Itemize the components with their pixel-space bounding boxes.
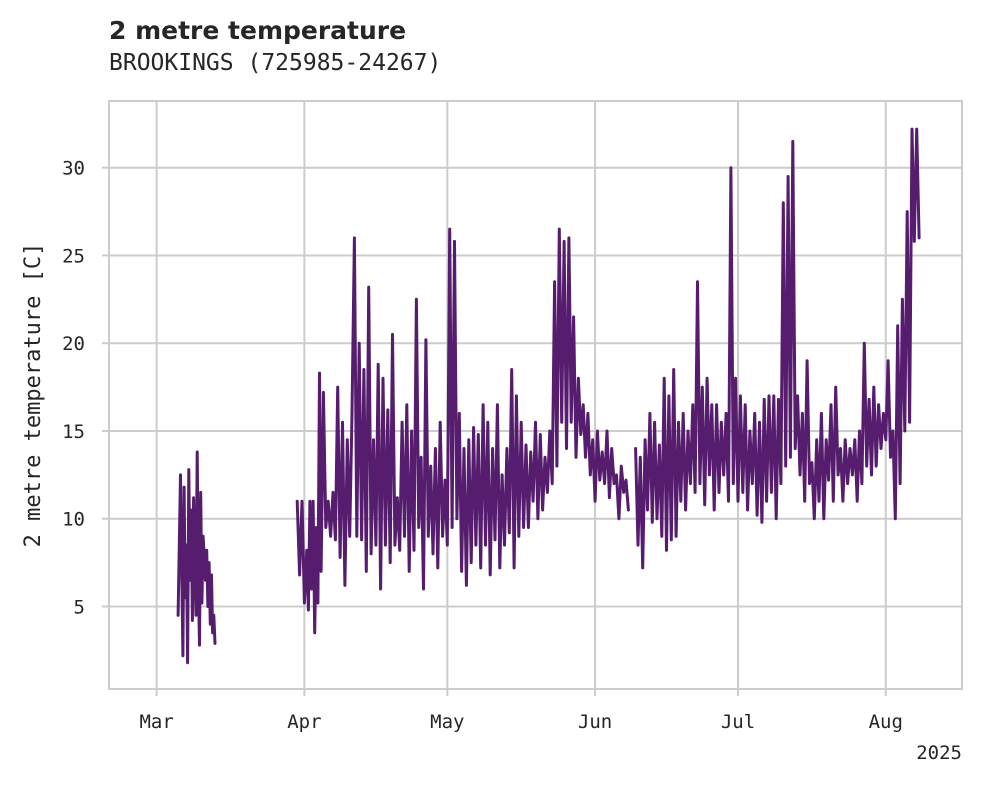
x-axis: Mar Apr May Jun Jul Aug — [139, 689, 903, 733]
x-tick-label: Mar — [139, 711, 173, 733]
series-line — [176, 450, 217, 665]
x-tick-label: Jun — [578, 711, 612, 733]
y-axis-label: 2 metre temperature [C] — [21, 243, 46, 548]
y-tick-label: 10 — [62, 509, 85, 531]
series-line — [634, 127, 921, 570]
y-axis: 5 10 15 20 25 30 — [62, 158, 109, 619]
y-tick-label: 30 — [62, 158, 85, 180]
x-tick-label: May — [430, 711, 464, 733]
y-tick-label: 20 — [62, 333, 85, 355]
temperature-series — [176, 127, 921, 665]
grid-lines — [109, 101, 962, 689]
chart-subtitle: BROOKINGS (725985-24267) — [109, 50, 442, 76]
x-tick-label: Apr — [287, 711, 321, 733]
y-tick-label: 15 — [62, 421, 85, 443]
series-line — [295, 227, 630, 635]
y-tick-label: 5 — [74, 597, 85, 619]
plot-frame — [108, 100, 963, 690]
x-tick-label: Aug — [869, 711, 903, 733]
x-tick-label: Jul — [721, 711, 755, 733]
y-tick-label: 25 — [62, 245, 85, 267]
x-axis-offset-label: 2025 — [916, 742, 962, 764]
chart-title: 2 metre temperature — [109, 16, 407, 45]
